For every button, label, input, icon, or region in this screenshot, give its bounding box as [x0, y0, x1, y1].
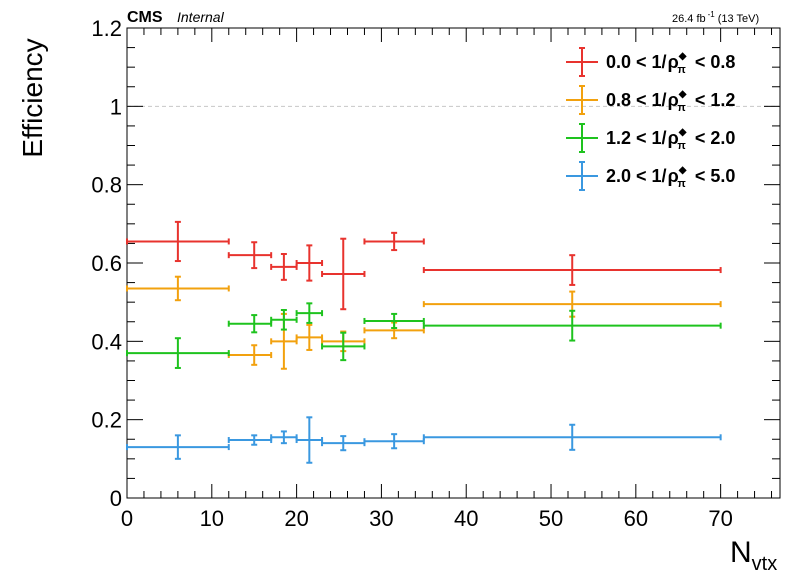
legend-label: 0.8 < 1/ρ◆ π < 1.2 — [606, 89, 735, 114]
data-point — [422, 254, 722, 286]
data-point — [126, 275, 230, 302]
data-point — [270, 252, 298, 281]
x-axis-ticks: 0 10 20 30 40 50 60 70 — [121, 28, 773, 531]
series-3 — [126, 302, 722, 369]
data-point — [295, 302, 324, 324]
y-axis-ticks: 0 0.2 0.4 0.6 0.8 1 1.2 — [91, 16, 780, 511]
lumi-exponent: -1 — [708, 10, 716, 19]
data-point — [126, 337, 230, 369]
luminosity-label: 26.4 fb -1 (13 TeV) — [672, 10, 759, 25]
data-point — [422, 309, 722, 342]
x-axis-title-main: N — [730, 536, 752, 569]
x-tick-label: 70 — [708, 506, 732, 531]
series-4 — [126, 416, 722, 464]
legend-entry-4: 2.0 < 1/ρ◆ π < 5.0 — [566, 161, 735, 191]
data-point — [321, 435, 366, 452]
x-tick-label: 10 — [200, 506, 224, 531]
legend-label: 1.2 < 1/ρ◆ π < 2.0 — [606, 127, 735, 152]
series-layer — [126, 220, 722, 464]
data-point — [227, 241, 273, 270]
data-point — [295, 244, 324, 282]
x-tick-label: 20 — [284, 506, 308, 531]
y-axis-title: Efficiency — [17, 38, 48, 157]
legend-entry-1: 0.0 < 1/ρ◆ π < 0.8 — [566, 47, 735, 77]
x-tick-label: 60 — [624, 506, 648, 531]
x-tick-label: 50 — [539, 506, 563, 531]
x-tick-label: 0 — [121, 506, 133, 531]
experiment-label: CMS — [127, 9, 163, 26]
data-point — [422, 423, 722, 451]
y-tick-label: 1 — [110, 94, 122, 119]
data-point — [227, 434, 273, 446]
data-point — [126, 220, 230, 263]
data-point — [295, 323, 324, 351]
y-tick-label: 0.8 — [91, 173, 122, 198]
x-axis-title: Nvtx — [730, 536, 777, 572]
x-axis-title-sub: vtx — [752, 553, 778, 572]
data-point — [227, 314, 273, 334]
data-point — [363, 433, 425, 450]
data-point — [270, 309, 298, 331]
data-point — [295, 416, 324, 464]
data-point — [126, 434, 230, 460]
data-point — [363, 231, 425, 252]
y-tick-label: 0 — [110, 486, 122, 511]
status-label: Internal — [177, 9, 225, 25]
data-point — [363, 312, 425, 330]
data-point — [321, 331, 366, 362]
data-point — [270, 430, 298, 445]
y-tick-label: 0.6 — [91, 251, 122, 276]
lumi-value: 26.4 fb — [672, 13, 706, 25]
series-1 — [126, 220, 722, 311]
y-tick-label: 0.4 — [91, 329, 122, 354]
legend-entry-2: 0.8 < 1/ρ◆ π < 1.2 — [566, 85, 735, 115]
legend-entry-3: 1.2 < 1/ρ◆ π < 2.0 — [566, 123, 735, 153]
energy-label: (13 TeV) — [718, 13, 759, 25]
y-tick-label: 0.2 — [91, 408, 122, 433]
legend: 0.0 < 1/ρ◆ π < 0.8 0.8 < 1/ρ◆ π < 1.2 1.2 < … — [566, 47, 735, 191]
x-tick-label: 40 — [454, 506, 478, 531]
x-tick-label: 30 — [369, 506, 393, 531]
data-point — [321, 237, 366, 311]
data-point — [227, 344, 273, 366]
legend-label: 2.0 < 1/ρ◆ π < 5.0 — [606, 165, 735, 190]
y-tick-label: 1.2 — [91, 16, 122, 41]
legend-label: 0.0 < 1/ρ◆ π < 0.8 — [606, 51, 735, 76]
